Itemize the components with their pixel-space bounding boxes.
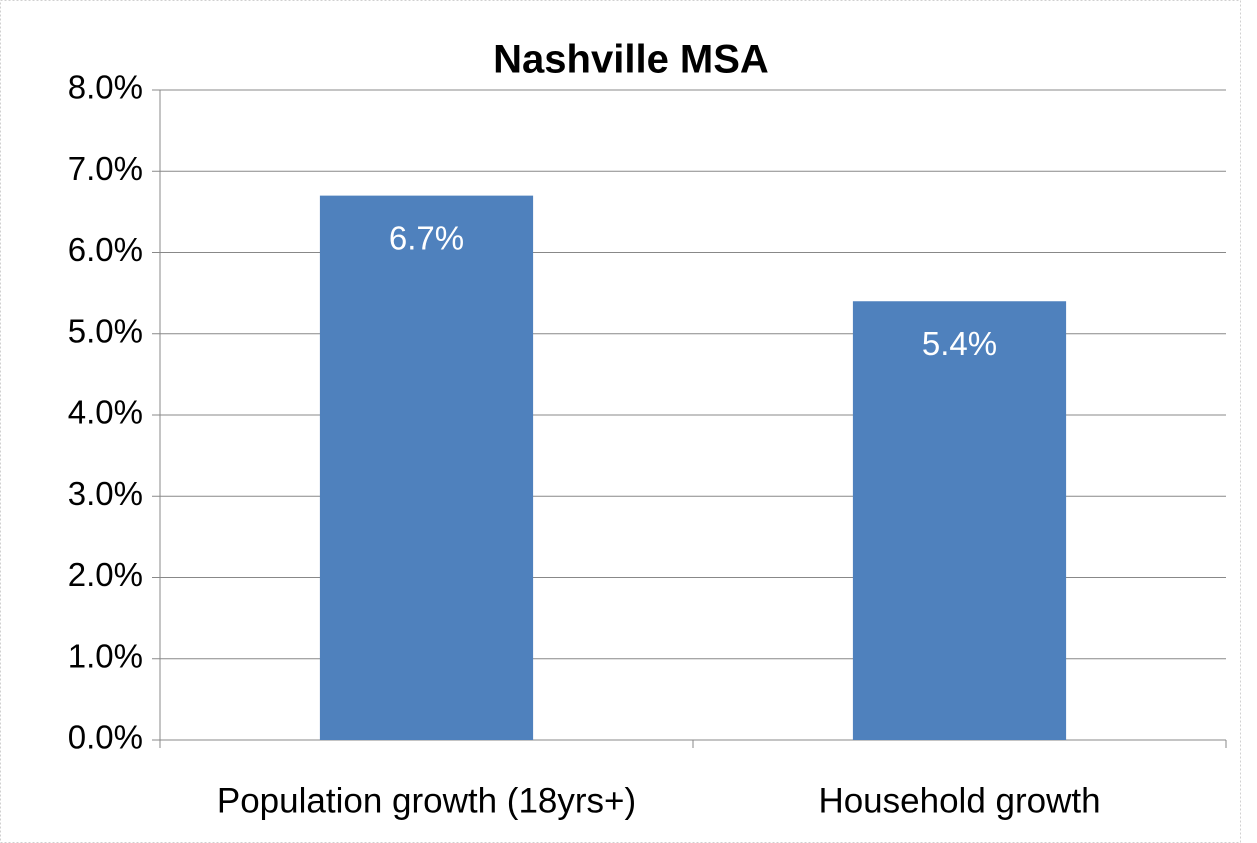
y-tick-label: 5.0% — [68, 312, 143, 349]
bar — [319, 195, 534, 740]
data-label: 6.7% — [389, 219, 464, 256]
y-tick-label: 8.0% — [68, 69, 143, 106]
bar — [852, 301, 1067, 740]
y-tick-label: 2.0% — [68, 556, 143, 593]
x-tick-label: Household growth — [818, 781, 1100, 820]
y-tick-label: 3.0% — [68, 475, 143, 512]
x-tick-label: Population growth (18yrs+) — [217, 781, 636, 820]
y-tick-label: 0.0% — [68, 719, 143, 756]
y-tick-label: 7.0% — [68, 150, 143, 187]
y-tick-label: 4.0% — [68, 394, 143, 431]
data-label: 5.4% — [922, 325, 997, 362]
y-tick-label: 1.0% — [68, 637, 143, 674]
y-tick-label: 6.0% — [68, 231, 143, 268]
chart-title: Nashville MSA — [493, 38, 769, 82]
